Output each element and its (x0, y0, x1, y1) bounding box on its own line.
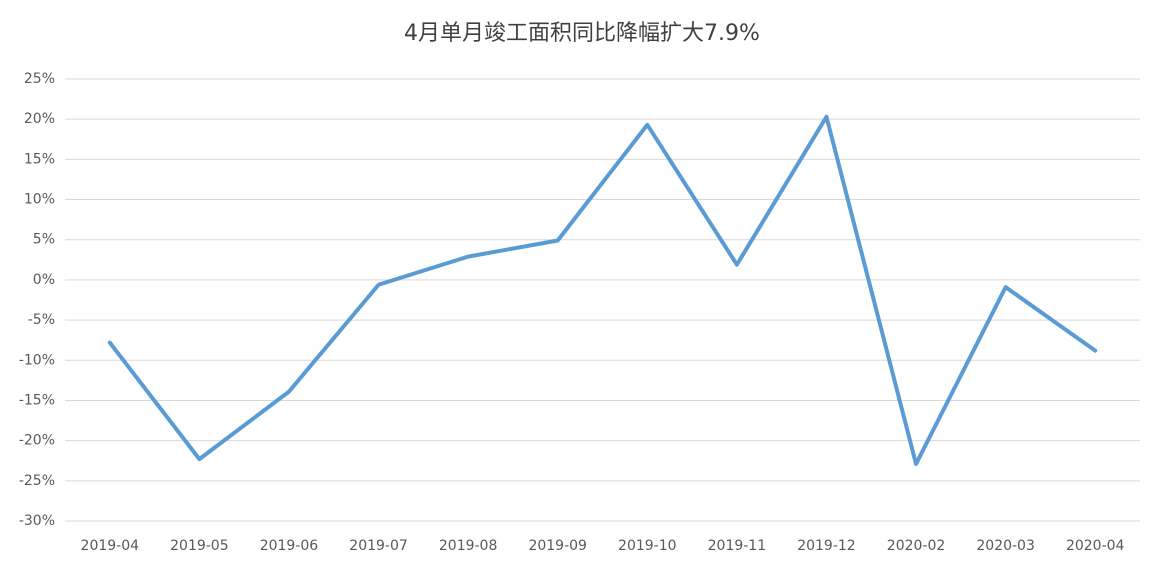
y-tick-label: 15% (24, 151, 55, 167)
y-tick-label: -15% (19, 392, 55, 408)
x-tick-label: 2019-11 (708, 538, 767, 554)
y-tick-label: 10% (24, 192, 55, 208)
data-line (107, 114, 1098, 466)
y-tick-label: 0% (33, 272, 55, 288)
y-tick-label: 5% (33, 232, 55, 248)
x-tick-label: 2019-08 (439, 538, 498, 554)
y-tick-label: -10% (19, 352, 55, 368)
x-tick-label: 2019-05 (170, 538, 229, 554)
y-tick-label: -20% (19, 433, 55, 449)
y-tick-label: 20% (24, 111, 55, 127)
x-tick-label: 2019-07 (349, 538, 408, 554)
y-tick-label: -5% (28, 312, 55, 328)
y-tick-label: -25% (19, 473, 55, 489)
x-tick-label: 2019-06 (260, 538, 319, 554)
x-tick-label: 2020-03 (976, 538, 1035, 554)
x-tick-label: 2019-12 (797, 538, 856, 554)
x-tick-label: 2019-04 (81, 538, 140, 554)
x-tick-label: 2019-09 (528, 538, 587, 554)
x-tick-label: 2020-04 (1066, 538, 1125, 554)
y-tick-label: 25% (24, 71, 55, 87)
chart-title: 4月单月竣工面积同比降幅扩大7.9% (404, 21, 760, 46)
x-tick-label: 2019-10 (618, 538, 677, 554)
x-tick-label: 2020-02 (887, 538, 946, 554)
y-tick-label: -30% (19, 513, 55, 529)
